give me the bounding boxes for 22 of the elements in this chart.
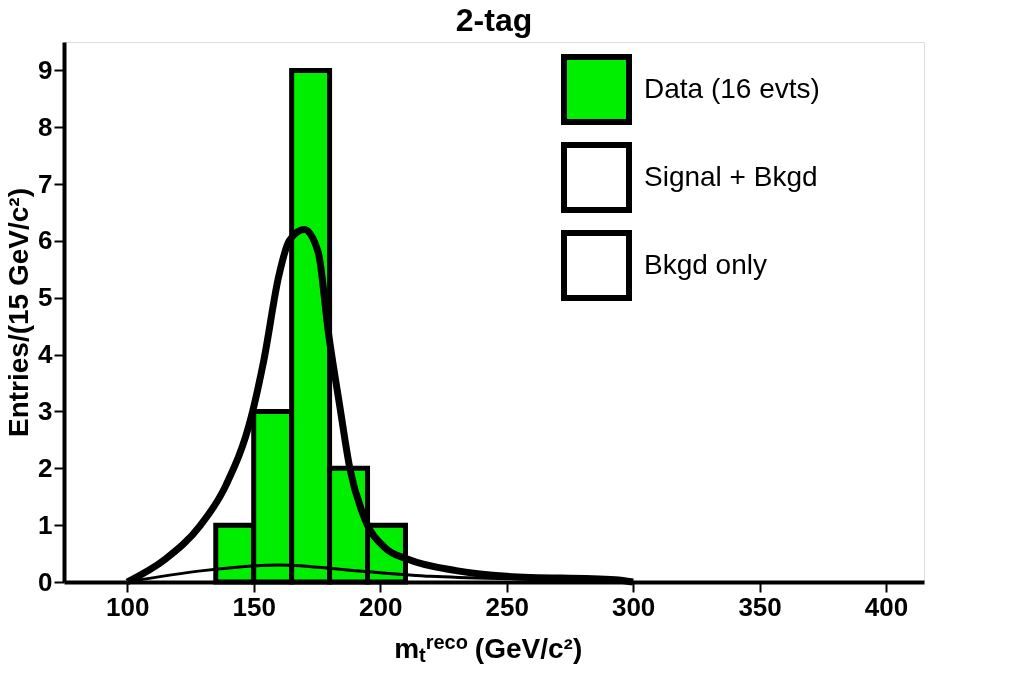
y-tick-label: 8 xyxy=(38,111,53,142)
y-tick-label: 7 xyxy=(38,168,53,199)
x-tick-label: 200 xyxy=(358,591,403,622)
legend-label: Bkgd only xyxy=(644,249,767,280)
y-tick-label: 0 xyxy=(38,566,53,597)
x-tick-label: 300 xyxy=(611,591,656,622)
x-tick-label: 150 xyxy=(232,591,276,622)
x-tick-label: 250 xyxy=(485,591,529,622)
y-tick-label: 1 xyxy=(38,509,53,540)
legend-label: Signal + Bkgd xyxy=(644,161,818,192)
x-tick-label: 350 xyxy=(738,591,782,622)
y-axis-title: Entries/(15 GeV/c²) xyxy=(3,188,35,437)
y-tick-label: 2 xyxy=(38,452,53,483)
x-tick-label: 100 xyxy=(106,591,150,622)
y-tick-label: 5 xyxy=(38,282,53,313)
chart-title: 2-tag xyxy=(455,2,533,38)
y-tick-label: 4 xyxy=(38,339,54,370)
y-tick-label: 3 xyxy=(38,395,53,426)
y-tick-label: 9 xyxy=(38,54,53,85)
x-tick-label: 400 xyxy=(864,591,909,622)
y-tick-label: 6 xyxy=(38,225,53,256)
legend-label: Data (16 evts) xyxy=(644,73,820,104)
